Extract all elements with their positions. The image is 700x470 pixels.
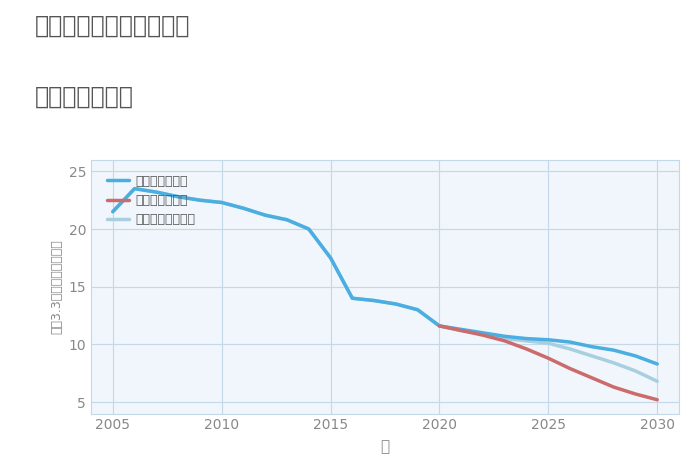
ノーマルシナリオ bbox=[588, 353, 596, 359]
Text: 三重県伊賀市佐那具町の: 三重県伊賀市佐那具町の bbox=[35, 14, 190, 38]
ノーマルシナリオ bbox=[631, 368, 640, 374]
グッドシナリオ bbox=[588, 344, 596, 350]
ノーマルシナリオ bbox=[152, 189, 160, 195]
グッドシナリオ bbox=[414, 307, 422, 313]
グッドシナリオ bbox=[239, 205, 248, 211]
Text: 土地の価格推移: 土地の価格推移 bbox=[35, 85, 134, 109]
グッドシナリオ bbox=[348, 296, 356, 301]
グッドシナリオ bbox=[174, 194, 182, 200]
グッドシナリオ bbox=[566, 339, 574, 345]
ノーマルシナリオ bbox=[610, 360, 618, 366]
ノーマルシナリオ bbox=[174, 194, 182, 200]
バッドシナリオ bbox=[500, 338, 509, 344]
グッドシナリオ bbox=[457, 327, 466, 332]
グッドシナリオ bbox=[544, 337, 552, 343]
ノーマルシナリオ bbox=[130, 186, 139, 191]
バッドシナリオ bbox=[522, 346, 531, 352]
Line: グッドシナリオ: グッドシナリオ bbox=[113, 188, 657, 364]
ノーマルシナリオ bbox=[283, 217, 291, 223]
バッドシナリオ bbox=[457, 328, 466, 333]
グッドシナリオ bbox=[152, 189, 160, 195]
グッドシナリオ bbox=[435, 323, 444, 329]
X-axis label: 年: 年 bbox=[380, 439, 390, 454]
ノーマルシナリオ bbox=[653, 378, 662, 384]
ノーマルシナリオ bbox=[239, 205, 248, 211]
グッドシナリオ bbox=[130, 186, 139, 191]
バッドシナリオ bbox=[479, 332, 487, 338]
グッドシナリオ bbox=[218, 200, 226, 205]
Line: バッドシナリオ: バッドシナリオ bbox=[440, 326, 657, 400]
ノーマルシナリオ bbox=[414, 307, 422, 313]
ノーマルシナリオ bbox=[522, 338, 531, 344]
バッドシナリオ bbox=[653, 397, 662, 403]
グッドシナリオ bbox=[261, 212, 270, 218]
グッドシナリオ bbox=[326, 255, 335, 261]
ノーマルシナリオ bbox=[479, 331, 487, 337]
グッドシナリオ bbox=[392, 301, 400, 307]
グッドシナリオ bbox=[304, 226, 313, 232]
グッドシナリオ bbox=[196, 197, 204, 203]
グッドシナリオ bbox=[631, 353, 640, 359]
Y-axis label: 坪（3.3㎡）単価（万円）: 坪（3.3㎡）単価（万円） bbox=[50, 239, 63, 334]
ノーマルシナリオ bbox=[435, 323, 444, 329]
バッドシナリオ bbox=[588, 375, 596, 381]
バッドシナリオ bbox=[435, 323, 444, 329]
グッドシナリオ bbox=[479, 330, 487, 336]
ノーマルシナリオ bbox=[457, 328, 466, 333]
ノーマルシナリオ bbox=[544, 340, 552, 346]
ノーマルシナリオ bbox=[261, 212, 270, 218]
グッドシナリオ bbox=[653, 361, 662, 367]
ノーマルシナリオ bbox=[218, 200, 226, 205]
バッドシナリオ bbox=[566, 366, 574, 371]
グッドシナリオ bbox=[370, 298, 378, 303]
グッドシナリオ bbox=[500, 334, 509, 339]
ノーマルシナリオ bbox=[566, 346, 574, 352]
ノーマルシナリオ bbox=[500, 336, 509, 341]
グッドシナリオ bbox=[610, 347, 618, 353]
バッドシナリオ bbox=[610, 384, 618, 390]
ノーマルシナリオ bbox=[348, 296, 356, 301]
グッドシナリオ bbox=[522, 336, 531, 341]
ノーマルシナリオ bbox=[108, 209, 117, 214]
ノーマルシナリオ bbox=[370, 298, 378, 303]
グッドシナリオ bbox=[283, 217, 291, 223]
ノーマルシナリオ bbox=[304, 226, 313, 232]
ノーマルシナリオ bbox=[326, 255, 335, 261]
Legend: グッドシナリオ, バッドシナリオ, ノーマルシナリオ: グッドシナリオ, バッドシナリオ, ノーマルシナリオ bbox=[103, 171, 200, 230]
ノーマルシナリオ bbox=[392, 301, 400, 307]
バッドシナリオ bbox=[631, 391, 640, 397]
グッドシナリオ bbox=[108, 209, 117, 214]
ノーマルシナリオ bbox=[196, 197, 204, 203]
バッドシナリオ bbox=[544, 355, 552, 361]
Line: ノーマルシナリオ: ノーマルシナリオ bbox=[113, 188, 657, 381]
